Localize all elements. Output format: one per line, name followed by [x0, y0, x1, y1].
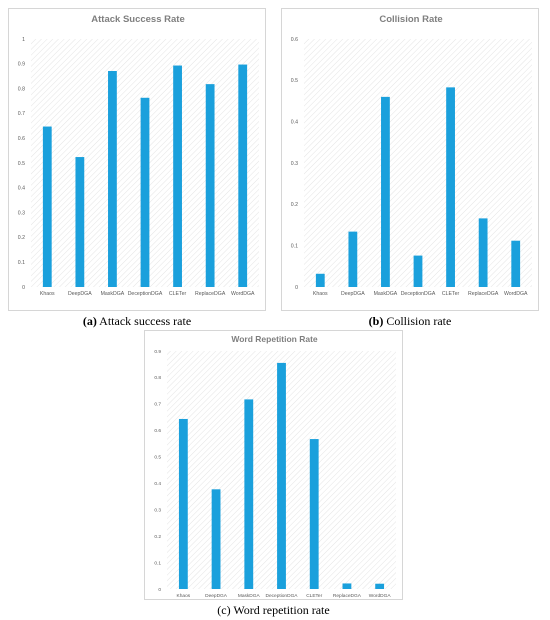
y-tick-label: 0 — [22, 285, 25, 291]
bar-chart-word-repetition: Word Repetition Rate 0 0.1 0.2 0.3 0.4 0.5 0.6 0… — [154, 334, 396, 599]
y-tick-label: 0.5 — [18, 161, 25, 167]
bar-replacedga — [342, 583, 352, 589]
y-tick-label: 0.5 — [291, 78, 298, 84]
y-tick-label: 0.4 — [291, 119, 298, 125]
bar-khaos — [178, 418, 188, 589]
x-tick-label: WordDGA — [369, 593, 392, 599]
x-tick-label: DeepDGA — [341, 291, 365, 297]
y-tick-label: 0.5 — [154, 455, 161, 461]
x-tick-label: WordDGA — [504, 291, 528, 297]
bar-khaos — [42, 126, 52, 287]
bar-worddga — [238, 64, 248, 287]
y-tick-label: 0.2 — [18, 235, 25, 241]
y-tick-label: 0.4 — [18, 186, 25, 192]
y-tick-label: 0.2 — [154, 534, 161, 540]
chart-title: Attack Success Rate — [91, 14, 184, 25]
bar-deceptiondga — [140, 97, 150, 287]
bar-replacedga — [478, 218, 488, 287]
chart-title: Word Repetition Rate — [231, 334, 318, 344]
y-tick-label: 0.8 — [18, 86, 25, 92]
x-tick-label: CLETer — [169, 291, 187, 297]
bar-maskdga — [381, 96, 390, 287]
x-tick-label: Khaos — [40, 291, 55, 297]
bar-chart-collision: Collision Rate 0 0.1 0.2 0.3 0.4 0.5 0.6 Khaos De… — [291, 14, 532, 297]
y-tick-label: 1 — [22, 37, 25, 43]
bar-deepdga — [75, 157, 85, 287]
bar-worddga — [375, 583, 385, 589]
x-tick-label: MaskDGA — [374, 291, 398, 297]
chart-panel-word-repetition: Word Repetition Rate 0 0.1 0.2 0.3 0.4 0.5 0.6 0… — [144, 330, 403, 620]
x-tick-label: ReplaceDGA — [195, 291, 226, 297]
bar-cleter — [173, 65, 182, 287]
x-tick-label: ReplaceDGA — [468, 291, 499, 297]
x-tick-label: DeepDGA — [68, 291, 92, 297]
chart-area: Attack Success Rate 0 0.1 0.2 0.3 0.4 0.5 0.6 0.… — [8, 8, 266, 311]
chart-panel-attack-success: Attack Success Rate 0 0.1 0.2 0.3 0.4 0.5 0.6 0.… — [8, 8, 266, 328]
y-tick-label: 0.7 — [154, 402, 161, 408]
x-tick-label: DeceptionDGA — [401, 291, 436, 297]
caption-label: (a) — [82, 314, 97, 328]
y-tick-label: 0.7 — [18, 111, 25, 117]
y-tick-label: 0.1 — [18, 260, 25, 266]
y-tick-label: 0.8 — [154, 375, 161, 381]
x-tick-label: DeceptionDGA — [266, 593, 299, 599]
bar-cleter — [446, 87, 455, 287]
caption-text: Collision rate — [383, 314, 452, 328]
chart-area: Collision Rate 0 0.1 0.2 0.3 0.4 0.5 0.6 Khaos De… — [281, 8, 539, 311]
bar-cleter — [309, 439, 319, 589]
bar-maskdga — [108, 70, 117, 287]
x-tick-label: CLETer — [306, 593, 322, 599]
y-tick-label: 0 — [158, 587, 161, 593]
bar-replacedga — [205, 84, 215, 287]
y-tick-label: 0.9 — [18, 62, 25, 68]
chart-area: Word Repetition Rate 0 0.1 0.2 0.3 0.4 0.5 0.6 0… — [144, 330, 403, 600]
bar-deceptiondga — [277, 362, 286, 589]
y-tick-label: 0.3 — [291, 161, 298, 167]
bar-khaos — [315, 273, 325, 287]
y-tick-label: 0.3 — [18, 210, 25, 216]
chart-panel-collision: Collision Rate 0 0.1 0.2 0.3 0.4 0.5 0.6 Khaos De… — [281, 8, 539, 328]
chart-title: Collision Rate — [379, 14, 442, 25]
x-tick-label: Khaos — [177, 593, 191, 599]
y-tick-label: 0.4 — [154, 481, 161, 487]
x-tick-label: CLETer — [442, 291, 460, 297]
caption-label: (b) — [368, 314, 384, 328]
plot-area — [304, 39, 532, 287]
y-tick-label: 0.6 — [18, 136, 25, 142]
x-tick-label: Khaos — [313, 291, 328, 297]
caption-text: Attack success rate — [96, 314, 192, 328]
caption: (b) Collision rate — [281, 314, 539, 329]
y-tick-label: 0.2 — [291, 202, 298, 208]
x-tick-label: MaskDGA — [238, 593, 261, 599]
bar-deepdga — [211, 489, 221, 589]
y-tick-label: 0 — [295, 285, 298, 291]
y-tick-label: 0.1 — [154, 560, 161, 566]
caption: (c) Word repetition rate — [144, 603, 403, 618]
y-tick-label: 0.1 — [291, 243, 298, 249]
bar-deepdga — [348, 231, 358, 287]
bar-worddga — [511, 240, 521, 287]
x-tick-label: ReplaceDGA — [333, 593, 362, 599]
y-tick-label: 0.3 — [154, 507, 161, 513]
bar-maskdga — [244, 399, 254, 589]
caption: (a) Attack success rate — [8, 314, 266, 329]
x-tick-label: MaskDGA — [101, 291, 125, 297]
x-tick-label: WordDGA — [231, 291, 255, 297]
y-tick-label: 0.6 — [154, 428, 161, 434]
bar-deceptiondga — [413, 255, 423, 287]
y-tick-label: 0.6 — [291, 37, 298, 43]
x-tick-label: DeepDGA — [205, 593, 228, 599]
y-tick-label: 0.9 — [154, 349, 161, 355]
bar-chart-attack-success: Attack Success Rate 0 0.1 0.2 0.3 0.4 0.5 0.6 0.… — [18, 14, 259, 297]
x-tick-label: DeceptionDGA — [128, 291, 163, 297]
caption-text: (c) Word repetition rate — [217, 603, 330, 617]
